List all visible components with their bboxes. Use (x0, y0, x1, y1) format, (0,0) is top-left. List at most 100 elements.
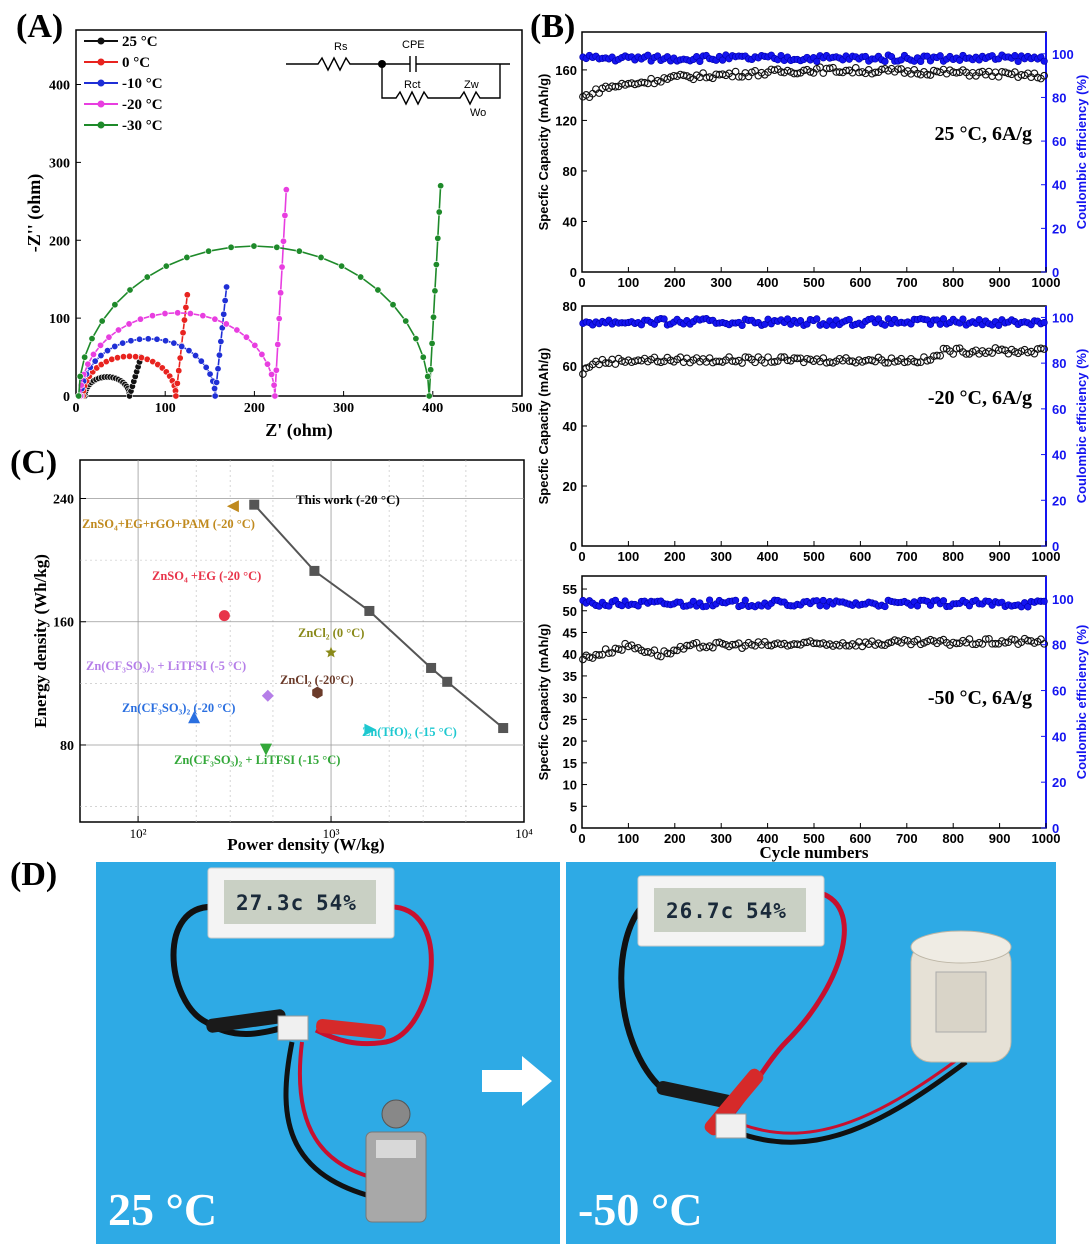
efficiency-point (995, 321, 1003, 330)
data-point (221, 297, 229, 305)
efficiency-point (1014, 57, 1022, 66)
data-point (357, 273, 365, 281)
capacity-point (647, 74, 655, 83)
capacity-point (657, 652, 665, 661)
y2-tick-label: 40 (1052, 448, 1066, 463)
data-point (97, 352, 105, 360)
data-point (126, 352, 134, 360)
x-tick-label: 400 (757, 275, 779, 290)
photo-label-25c: 25 °C (108, 1184, 218, 1235)
efficiency-point (1040, 57, 1048, 65)
y-tick-label: 200 (49, 234, 70, 249)
x-tick-label: 900 (989, 549, 1011, 564)
x-axis-label: Power density (W/kg) (227, 835, 384, 854)
data-point (227, 243, 235, 251)
lcd-humidity-left: 54% (316, 891, 357, 915)
data-point (179, 329, 187, 337)
capacity-point (614, 645, 623, 653)
comparison-marker (226, 500, 239, 513)
data-point (75, 392, 83, 400)
y-axis-label: Specfic Capacity (mAh/g) (536, 624, 551, 781)
data-point (242, 333, 250, 341)
x-tick-label: 100 (155, 401, 176, 416)
x-tick-label: 10⁴ (515, 826, 533, 841)
y-tick-label: 400 (49, 79, 70, 94)
capacity-point (579, 370, 587, 378)
data-point (185, 347, 193, 355)
y2-tick-label: 0 (1052, 821, 1059, 836)
capacity-point (952, 68, 961, 77)
photo-minus50c-demo: 26.7c 54% -50 °C (566, 862, 1056, 1244)
y-tick-label: 40 (563, 419, 577, 434)
capacity-point (1040, 345, 1048, 353)
data-point (338, 262, 346, 270)
y-tick-label: 55 (563, 582, 577, 597)
x-axis-label: Cycle numbers (759, 843, 868, 862)
y-tick-label: 100 (49, 312, 70, 327)
data-point (173, 379, 181, 387)
data-point (272, 366, 280, 374)
y-tick-label: 15 (563, 756, 577, 771)
capacity-point (705, 73, 714, 81)
efficiency-point (956, 56, 964, 64)
panel-b-cycling-minus20c: 0 100 200 300 400 500 600 700 800 900 100002040608… (536, 299, 1089, 564)
data-point (178, 342, 186, 350)
efficiency-point (939, 597, 948, 605)
capacity-point (803, 354, 811, 363)
y-axis-label: Energy density (Wh/kg) (31, 554, 50, 728)
y-tick-label: 35 (563, 669, 577, 684)
data-point (126, 286, 134, 294)
comparison-marker (218, 610, 230, 622)
y2-tick-label: 20 (1052, 775, 1066, 790)
data-point (111, 301, 119, 309)
efficiency-point (705, 596, 714, 604)
photo-25c-demo: 27.3c 54% 25 °C (96, 862, 560, 1244)
data-point (186, 310, 194, 318)
efficiency-point (881, 321, 889, 329)
legend-marker (97, 79, 105, 87)
capacity-point (777, 353, 785, 361)
data-point (91, 357, 99, 365)
y-tick-label: 20 (563, 734, 577, 749)
panel-a-nyquist-plot: 0 100 200 300 400 500 0 100 200 300 400 Z' (ohm) -Z'… (24, 29, 533, 441)
data-point (295, 247, 303, 255)
capacity-point (689, 639, 698, 648)
x-tick-label: 1000 (1032, 275, 1061, 290)
y2-tick-label: 60 (1052, 684, 1066, 699)
capacity-point (939, 344, 948, 353)
data-point (104, 347, 112, 355)
x-tick-label: 400 (757, 549, 779, 564)
equivalent-circuit: Rs CPE Rct Zw Wo (286, 39, 510, 119)
cpe-element (382, 56, 510, 72)
capacity-point (900, 358, 909, 367)
plot-frame (581, 305, 1047, 547)
capacity-point (1007, 635, 1016, 644)
x-tick-label: 100 (618, 549, 640, 564)
data-point (172, 392, 180, 400)
circuit-label: CPE (402, 39, 425, 51)
data-point (431, 287, 439, 295)
capacity-point (975, 638, 984, 647)
data-point (268, 370, 276, 378)
data-point (419, 353, 427, 361)
capacity-point (994, 72, 1003, 81)
comparison-marker (261, 689, 274, 702)
data-point (162, 337, 170, 345)
capacity-point (936, 351, 945, 360)
capacity-point (1024, 636, 1032, 645)
y2-tick-label: 60 (1052, 402, 1066, 417)
capacity-point (793, 354, 802, 363)
comparison-label: ZnSO₄+EG+rGO+PAM (-20 °C) (82, 517, 255, 531)
data-point (271, 392, 279, 400)
series-line (79, 189, 288, 397)
plot-frame (79, 459, 525, 823)
y-tick-label: 240 (53, 493, 74, 508)
circuit-label: Rct (404, 79, 421, 91)
plot-frame (75, 29, 523, 397)
x-tick-label: 800 (942, 549, 964, 564)
data-point (274, 340, 282, 348)
data-point (197, 357, 205, 365)
capacity-point (923, 356, 932, 365)
comparison-label: ZnSO₄ +EG (-20 °C) (152, 569, 261, 583)
data-point (432, 261, 440, 269)
